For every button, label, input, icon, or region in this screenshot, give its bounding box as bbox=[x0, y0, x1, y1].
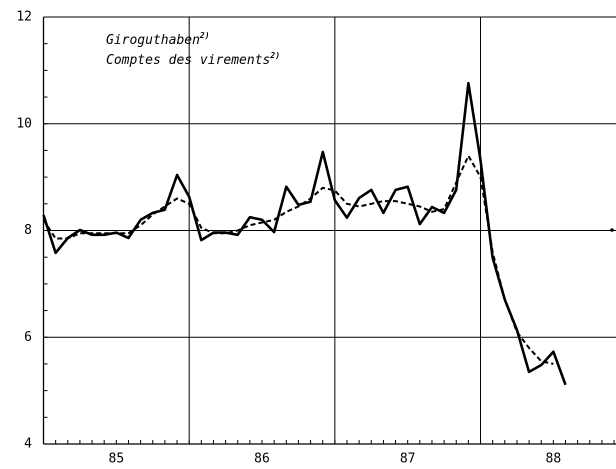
legend-note: 2) bbox=[269, 51, 280, 60]
legend-label: Giroguthaben2) bbox=[106, 31, 210, 48]
legend-text: Giroguthaben bbox=[106, 33, 200, 48]
line-series bbox=[42, 154, 554, 365]
x-tick-label: 85 bbox=[109, 452, 125, 467]
y-tick-label: 12 bbox=[16, 10, 32, 25]
x-tick-label: 86 bbox=[254, 452, 270, 467]
y-tick-label: 6 bbox=[24, 330, 32, 345]
legend-text: Comptes des virements bbox=[106, 53, 270, 68]
legend-note: 2) bbox=[199, 31, 210, 40]
y-tick-label: 8 bbox=[24, 223, 32, 238]
y-tick-label: 4 bbox=[24, 437, 32, 452]
x-tick-label: 87 bbox=[400, 452, 416, 467]
x-tick-label: 88 bbox=[546, 452, 562, 467]
legend-label: Comptes des virements2) bbox=[106, 51, 280, 68]
y-tick-label: 10 bbox=[16, 116, 32, 131]
